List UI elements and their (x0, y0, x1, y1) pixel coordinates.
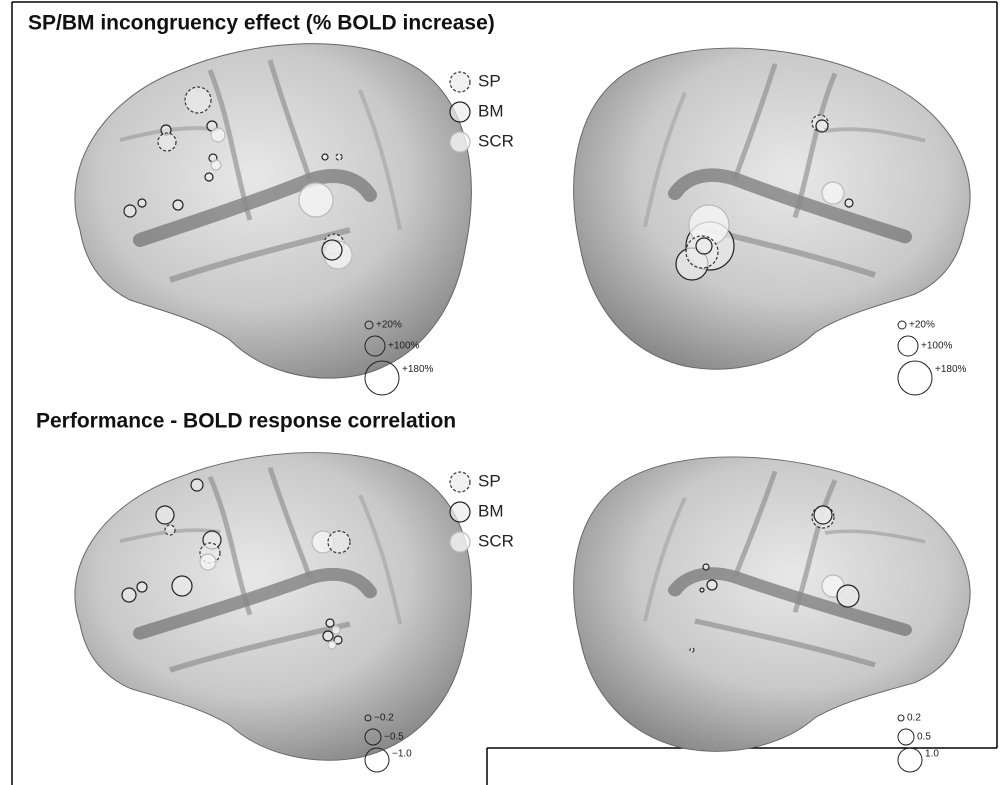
marker (449, 501, 471, 523)
marker (321, 153, 329, 161)
marker (699, 587, 705, 593)
legend-label: SP (478, 471, 501, 490)
size-circle (364, 747, 390, 773)
marker (327, 530, 351, 554)
size-legend: +20% +100% +180% (364, 320, 434, 396)
size-label: +100% (921, 341, 953, 352)
marker (449, 71, 471, 93)
marker (322, 630, 334, 642)
marker (210, 127, 226, 143)
size-label: +20% (376, 320, 402, 331)
brains (75, 44, 970, 761)
marker (449, 101, 471, 123)
size-circle (897, 714, 905, 722)
marker (121, 587, 137, 603)
marker (298, 182, 334, 218)
legend-label: SCR (478, 131, 514, 150)
marker (321, 239, 343, 261)
size-circle (364, 360, 400, 396)
marker (184, 86, 212, 114)
size-label: +100% (388, 341, 420, 352)
size-label: 0.5 (917, 732, 931, 743)
marker (844, 198, 854, 208)
legend-label: SP (478, 71, 501, 90)
marker (449, 531, 471, 553)
legend: SP BM SCR (449, 471, 514, 553)
marker (171, 575, 193, 597)
size-label: +180% (935, 364, 967, 375)
size-circle (897, 360, 933, 396)
size-label: −0.5 (384, 732, 404, 743)
marker (164, 524, 176, 536)
marker (836, 584, 860, 608)
size-circle (897, 728, 915, 746)
size-circle (364, 728, 382, 746)
marker (335, 153, 343, 161)
size-circle (364, 335, 386, 357)
panel-title: SP/BM incongruency effect (% BOLD increa… (28, 12, 495, 35)
marker (155, 505, 175, 525)
size-legend: 0.2 0.5 1.0 (897, 713, 939, 773)
panel-title: Performance - BOLD response correlation (36, 410, 456, 433)
size-circle (897, 320, 907, 330)
legend-label: BM (478, 501, 504, 520)
size-circle (364, 320, 374, 330)
marker (123, 204, 137, 218)
marker (204, 172, 214, 182)
marker (172, 199, 184, 211)
marker (210, 159, 222, 171)
marker (325, 618, 335, 628)
size-label: 0.2 (907, 713, 921, 724)
size-legend: −0.2 −0.5 −1.0 (364, 713, 412, 773)
marker (821, 181, 845, 205)
marker (449, 131, 471, 153)
size-label: −1.0 (392, 749, 412, 760)
region-markers (121, 86, 860, 653)
marker (137, 198, 147, 208)
marker (333, 635, 343, 645)
marker (327, 640, 337, 650)
marker (136, 581, 148, 593)
size-circle (897, 335, 919, 357)
size-label: +20% (909, 320, 935, 331)
marker (331, 625, 341, 635)
marker (813, 505, 833, 525)
marker (689, 647, 695, 653)
legend-label: BM (478, 101, 504, 120)
marker (702, 563, 710, 571)
marker (695, 237, 713, 255)
size-legend: +20% +100% +180% (897, 320, 967, 396)
size-label: −0.2 (374, 713, 394, 724)
legend-label: SCR (478, 531, 514, 550)
size-label: +180% (402, 364, 434, 375)
marker (199, 553, 217, 571)
marker (449, 471, 471, 493)
size-label: 1.0 (925, 749, 939, 760)
marker (157, 132, 177, 152)
size-circle (897, 747, 923, 773)
size-circle (364, 714, 372, 722)
marker (706, 579, 718, 591)
marker (815, 119, 829, 133)
marker (190, 478, 204, 492)
legend: SP BM SCR (449, 71, 514, 153)
